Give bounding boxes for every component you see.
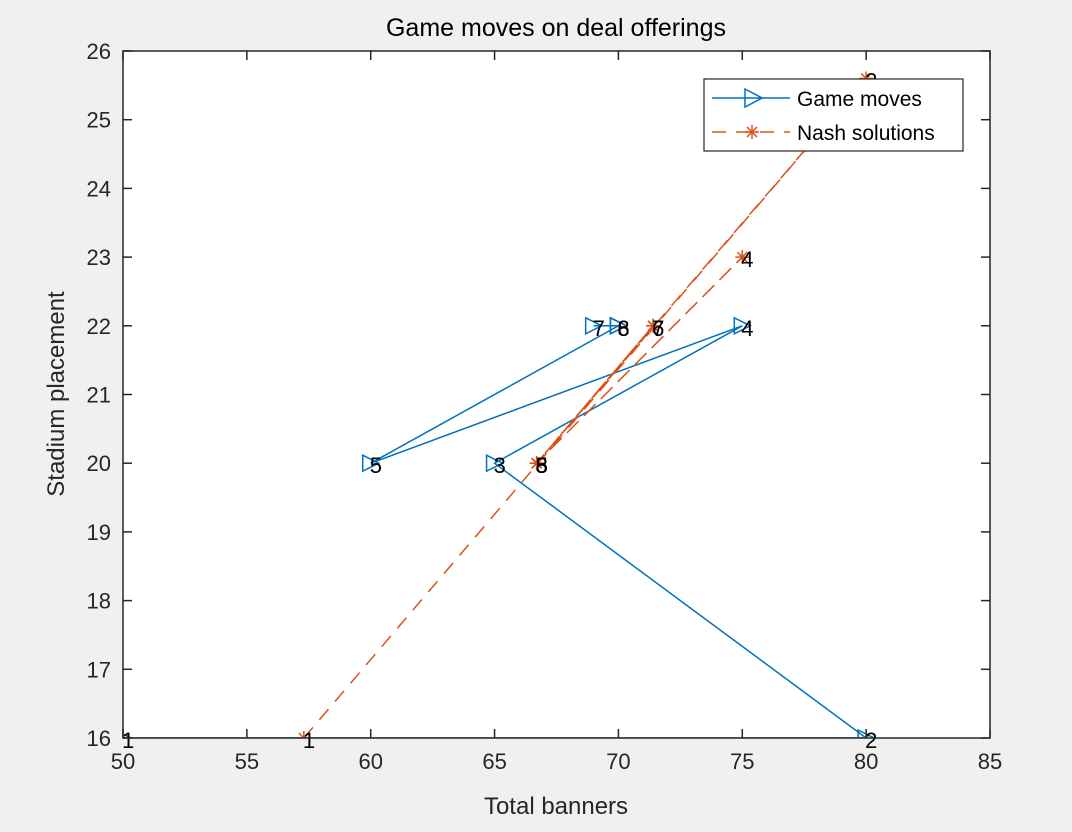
y-tick-label: 16 xyxy=(87,726,111,751)
point-label-game-moves: 6 xyxy=(617,316,629,341)
y-tick-label: 19 xyxy=(87,520,111,545)
legend: Game moves Nash solutions xyxy=(703,78,964,152)
marker-nash-solutions xyxy=(735,250,750,265)
y-tick-label: 26 xyxy=(87,39,111,64)
y-tick-label: 24 xyxy=(87,176,111,201)
legend-marker-nash-solutions xyxy=(745,125,759,139)
point-label-game-moves: 5 xyxy=(370,453,382,478)
point-label-game-moves: 4 xyxy=(741,316,753,341)
y-tick-label: 25 xyxy=(87,108,111,133)
point-label-game-moves: 3 xyxy=(494,453,506,478)
x-tick-label: 70 xyxy=(606,749,630,774)
point-label-nash-solutions: 8 xyxy=(536,453,548,478)
marker-nash-solutions xyxy=(296,731,311,738)
point-label-game-moves: 8 xyxy=(617,316,629,341)
point-label-nash-solutions: 4 xyxy=(741,247,753,272)
point-label-game-moves: 7 xyxy=(593,316,605,341)
marker-nash-solutions xyxy=(529,456,544,471)
legend-box xyxy=(703,78,964,152)
x-tick-label: 65 xyxy=(482,749,506,774)
marker-game-moves xyxy=(609,316,629,336)
y-tick-label: 17 xyxy=(87,657,111,682)
x-tick-label: 85 xyxy=(978,749,1002,774)
point-label-nash-solutions: 3 xyxy=(536,453,548,478)
point-label-nash-solutions: 1 xyxy=(303,728,315,753)
x-tick-label: 60 xyxy=(358,749,382,774)
point-label-nash-solutions: 5 xyxy=(536,453,548,478)
y-tick-label: 20 xyxy=(87,451,111,476)
x-tick-label: 50 xyxy=(111,749,135,774)
y-tick-label: 23 xyxy=(87,245,111,270)
legend-label-game-moves: Game moves xyxy=(797,88,922,111)
marker-game-moves xyxy=(485,453,505,473)
point-label-nash-solutions: 7 xyxy=(652,316,664,341)
y-tick-label: 21 xyxy=(87,383,111,408)
point-label-game-moves: 1 xyxy=(122,728,134,753)
y-tick-label: 18 xyxy=(87,589,111,614)
series-line-game-moves xyxy=(123,325,868,738)
x-tick-label: 75 xyxy=(730,749,754,774)
y-tick-label: 22 xyxy=(87,314,111,339)
point-label-game-moves: 2 xyxy=(865,728,877,753)
x-tick-label: 55 xyxy=(235,749,259,774)
marker-game-moves xyxy=(584,316,604,336)
y-axis-label: Stadium placement xyxy=(43,291,70,497)
marker-game-moves xyxy=(733,316,752,336)
x-axis-label: Total banners xyxy=(484,793,628,820)
point-label-nash-solutions: 6 xyxy=(652,316,664,341)
marker-nash-solutions xyxy=(646,318,661,333)
legend-marker-game-moves xyxy=(744,87,764,109)
chart-title: Game moves on deal offerings xyxy=(386,14,726,42)
marker-game-moves xyxy=(361,453,381,473)
x-tick-label: 80 xyxy=(854,749,878,774)
legend-label-nash-solutions: Nash solutions xyxy=(797,122,935,145)
